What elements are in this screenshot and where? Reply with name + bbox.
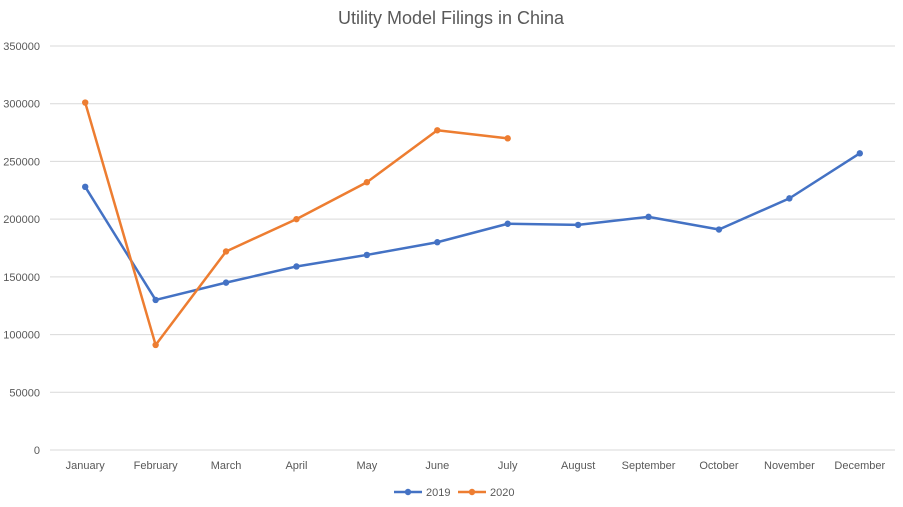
x-tick-label: May (356, 460, 377, 472)
x-tick-label: July (498, 460, 518, 472)
data-point (363, 179, 371, 186)
legend-marker (468, 488, 476, 496)
chart-title: Utility Model Filings in China (338, 8, 565, 28)
y-tick-label: 300000 (3, 99, 40, 111)
x-axis-tick-labels: January February March April May June July Augu… (66, 460, 886, 472)
x-tick-label: March (211, 460, 242, 472)
y-tick-label: 150000 (3, 272, 40, 284)
data-point (363, 251, 371, 259)
y-axis-tick-labels: 0 50000 100000 150000 200000 250000 300000 3500… (3, 41, 40, 457)
data-point (293, 263, 300, 270)
data-point (152, 296, 159, 304)
series-layer (82, 99, 863, 349)
x-tick-label: November (764, 460, 815, 472)
x-tick-label: April (285, 460, 307, 472)
y-tick-label: 200000 (3, 214, 40, 226)
series-line (83, 101, 509, 347)
legend-marker (404, 488, 412, 496)
data-point (504, 135, 511, 142)
x-tick-label: June (425, 460, 449, 472)
data-point (574, 221, 582, 229)
series-line (83, 152, 862, 302)
series-2019 (82, 150, 863, 304)
gridlines (50, 45, 895, 451)
legend-item-2020: 2020 (458, 487, 514, 499)
data-point (715, 226, 723, 233)
y-tick-label: 0 (34, 445, 40, 457)
y-tick-label: 250000 (3, 156, 40, 168)
x-tick-label: October (699, 460, 738, 472)
data-point (82, 99, 89, 106)
data-point (152, 341, 159, 349)
x-tick-label: September (622, 460, 676, 472)
y-tick-label: 100000 (3, 330, 40, 342)
legend-item-2019: 2019 (394, 487, 450, 499)
data-point (856, 150, 863, 157)
data-point (786, 195, 793, 202)
data-point (222, 279, 230, 286)
legend: 2019 2020 (394, 487, 514, 499)
x-tick-label: January (66, 460, 106, 472)
data-point (293, 215, 300, 223)
data-point (222, 248, 230, 255)
x-tick-label: August (561, 460, 595, 472)
y-tick-label: 350000 (3, 41, 40, 53)
x-tick-label: December (834, 460, 885, 472)
y-tick-label: 50000 (9, 387, 40, 399)
data-point (645, 213, 652, 221)
x-tick-label: February (134, 460, 179, 472)
legend-label: 2019 (426, 487, 450, 499)
data-point (504, 220, 511, 227)
series-2020 (82, 99, 511, 349)
data-point (82, 183, 89, 191)
data-point (434, 127, 441, 134)
data-point (434, 239, 441, 246)
legend-label: 2020 (490, 487, 514, 499)
